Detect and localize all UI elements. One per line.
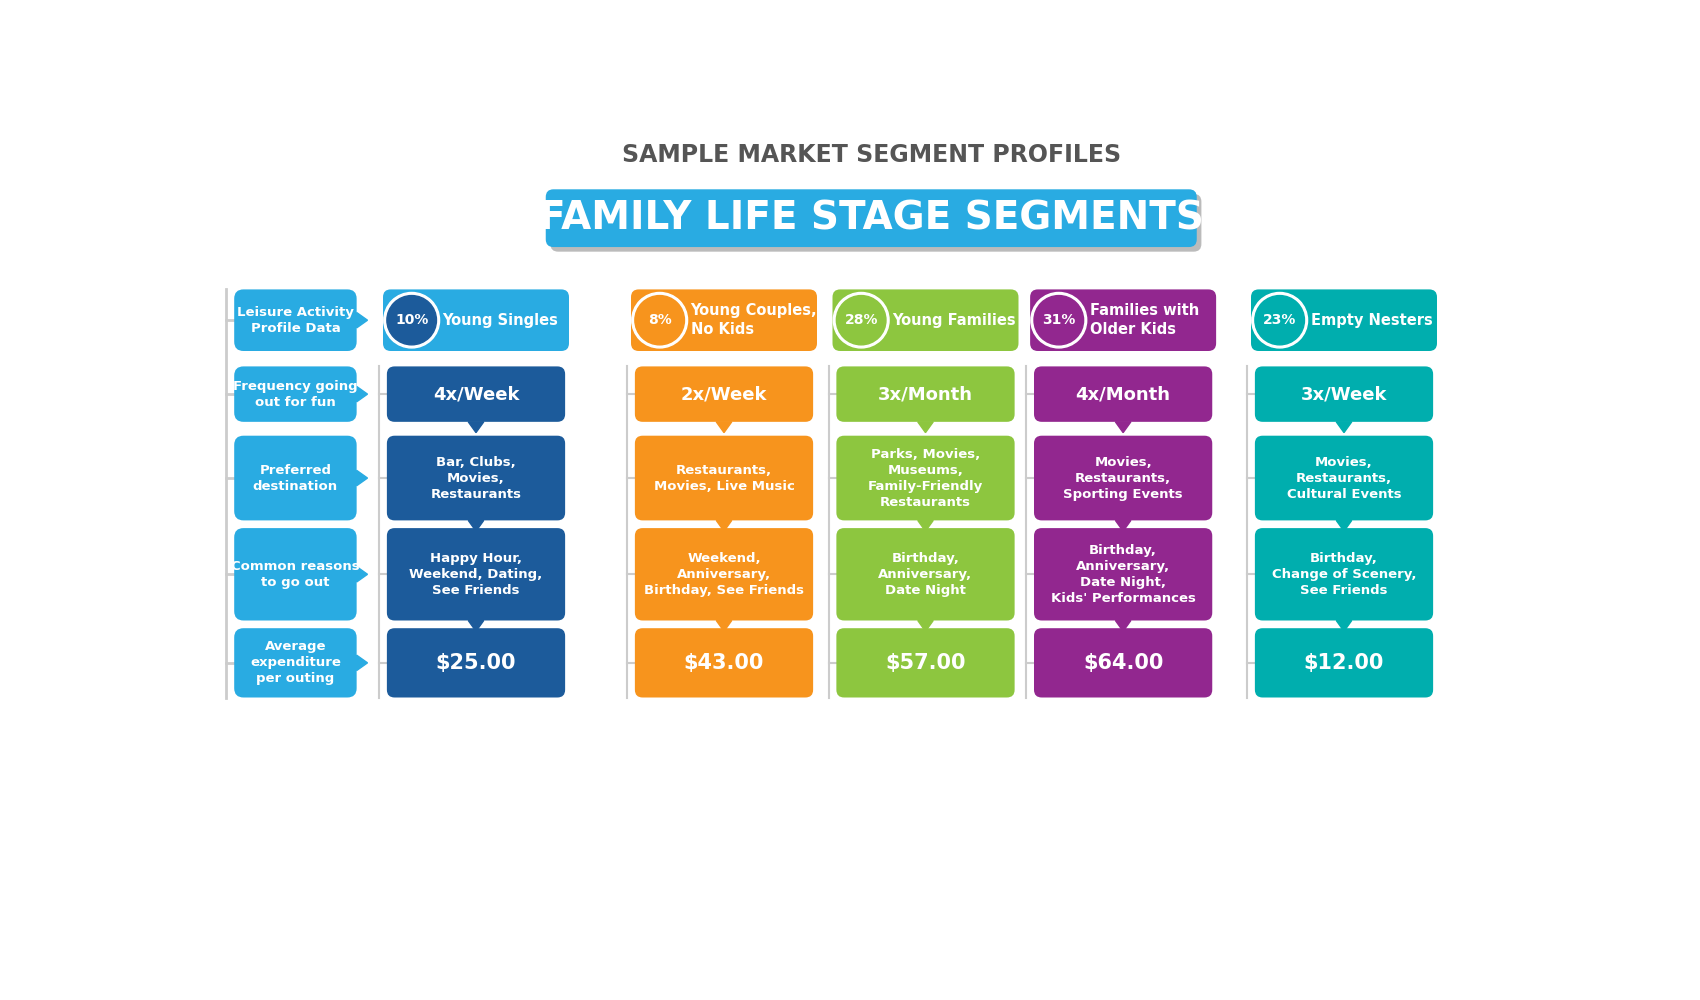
Text: Leisure Activity
Profile Data: Leisure Activity Profile Data <box>236 306 354 335</box>
Text: Parks, Movies,
Museums,
Family-Friendly
Restaurants: Parks, Movies, Museums, Family-Friendly … <box>869 448 983 509</box>
Polygon shape <box>1336 520 1352 531</box>
FancyBboxPatch shape <box>631 289 818 351</box>
Circle shape <box>836 296 886 345</box>
FancyBboxPatch shape <box>833 289 1018 351</box>
Text: Common reasons
to go out: Common reasons to go out <box>231 560 360 589</box>
Circle shape <box>1251 292 1307 348</box>
FancyBboxPatch shape <box>836 628 1015 698</box>
FancyBboxPatch shape <box>1255 436 1433 520</box>
Polygon shape <box>1336 620 1352 631</box>
Polygon shape <box>918 422 933 433</box>
Circle shape <box>384 292 440 348</box>
FancyBboxPatch shape <box>1030 289 1216 351</box>
Polygon shape <box>357 386 367 402</box>
Text: Happy Hour,
Weekend, Dating,
See Friends: Happy Hour, Weekend, Dating, See Friends <box>410 552 542 597</box>
FancyBboxPatch shape <box>1251 289 1436 351</box>
Text: Young Singles: Young Singles <box>442 313 559 328</box>
FancyBboxPatch shape <box>836 366 1015 422</box>
FancyBboxPatch shape <box>388 366 564 422</box>
Text: Weekend,
Anniversary,
Birthday, See Friends: Weekend, Anniversary, Birthday, See Frie… <box>644 552 804 597</box>
FancyBboxPatch shape <box>836 436 1015 520</box>
FancyBboxPatch shape <box>634 628 813 698</box>
Circle shape <box>632 292 687 348</box>
Text: $43.00: $43.00 <box>683 653 765 673</box>
Text: Young Families: Young Families <box>892 313 1017 328</box>
FancyBboxPatch shape <box>1034 366 1212 422</box>
Text: 8%: 8% <box>648 313 672 327</box>
Polygon shape <box>468 520 484 531</box>
Text: Movies,
Restaurants,
Sporting Events: Movies, Restaurants, Sporting Events <box>1062 456 1183 501</box>
Polygon shape <box>1115 422 1130 433</box>
FancyBboxPatch shape <box>235 436 357 520</box>
Polygon shape <box>918 520 933 531</box>
Text: Movies,
Restaurants,
Cultural Events: Movies, Restaurants, Cultural Events <box>1287 456 1401 501</box>
Polygon shape <box>716 422 731 433</box>
Text: Restaurants,
Movies, Live Music: Restaurants, Movies, Live Music <box>653 464 794 493</box>
Polygon shape <box>1115 520 1130 531</box>
FancyBboxPatch shape <box>546 189 1197 247</box>
Circle shape <box>1255 296 1304 345</box>
FancyBboxPatch shape <box>634 436 813 520</box>
Text: Birthday,
Anniversary,
Date Night,
Kids' Performances: Birthday, Anniversary, Date Night, Kids'… <box>1051 544 1195 605</box>
Polygon shape <box>716 620 731 631</box>
Text: Preferred
destination: Preferred destination <box>253 464 338 493</box>
FancyBboxPatch shape <box>1034 628 1212 698</box>
Polygon shape <box>468 422 484 433</box>
Text: 3x/Week: 3x/Week <box>1300 385 1387 403</box>
FancyBboxPatch shape <box>1034 436 1212 520</box>
Text: SAMPLE MARKET SEGMENT PROFILES: SAMPLE MARKET SEGMENT PROFILES <box>622 143 1120 167</box>
Polygon shape <box>357 567 367 582</box>
Text: $25.00: $25.00 <box>435 653 517 673</box>
Text: Average
expenditure
per outing: Average expenditure per outing <box>250 640 342 685</box>
Polygon shape <box>1115 620 1130 631</box>
Circle shape <box>388 296 437 345</box>
Text: 23%: 23% <box>1263 313 1297 327</box>
FancyBboxPatch shape <box>382 289 570 351</box>
Polygon shape <box>468 620 484 631</box>
Text: 10%: 10% <box>394 313 428 327</box>
FancyBboxPatch shape <box>235 628 357 698</box>
Polygon shape <box>918 620 933 631</box>
Text: $57.00: $57.00 <box>886 653 966 673</box>
FancyBboxPatch shape <box>235 366 357 422</box>
Text: Birthday,
Change of Scenery,
See Friends: Birthday, Change of Scenery, See Friends <box>1272 552 1416 597</box>
FancyBboxPatch shape <box>1255 628 1433 698</box>
Text: 4x/Month: 4x/Month <box>1076 385 1171 403</box>
FancyBboxPatch shape <box>551 194 1202 252</box>
Polygon shape <box>357 312 367 328</box>
Text: $64.00: $64.00 <box>1083 653 1163 673</box>
Polygon shape <box>1336 422 1352 433</box>
Text: Families with
Older Kids: Families with Older Kids <box>1090 303 1198 337</box>
Polygon shape <box>357 470 367 486</box>
Text: $12.00: $12.00 <box>1304 653 1384 673</box>
Text: Bar, Clubs,
Movies,
Restaurants: Bar, Clubs, Movies, Restaurants <box>430 456 522 501</box>
FancyBboxPatch shape <box>1255 528 1433 620</box>
FancyBboxPatch shape <box>388 436 564 520</box>
FancyBboxPatch shape <box>1255 366 1433 422</box>
Text: 2x/Week: 2x/Week <box>680 385 767 403</box>
Polygon shape <box>716 520 731 531</box>
FancyBboxPatch shape <box>235 528 357 620</box>
Text: 28%: 28% <box>845 313 877 327</box>
FancyBboxPatch shape <box>634 528 813 620</box>
FancyBboxPatch shape <box>634 366 813 422</box>
Circle shape <box>1030 292 1086 348</box>
FancyBboxPatch shape <box>235 289 357 351</box>
Circle shape <box>833 292 889 348</box>
Circle shape <box>634 296 685 345</box>
Text: Young Couples,
No Kids: Young Couples, No Kids <box>690 303 818 337</box>
FancyBboxPatch shape <box>388 528 564 620</box>
Text: 3x/Month: 3x/Month <box>877 385 972 403</box>
Text: Birthday,
Anniversary,
Date Night: Birthday, Anniversary, Date Night <box>879 552 972 597</box>
Text: 31%: 31% <box>1042 313 1076 327</box>
Text: Empty Nesters: Empty Nesters <box>1311 313 1433 328</box>
Text: Frequency going
out for fun: Frequency going out for fun <box>233 380 357 409</box>
FancyBboxPatch shape <box>836 528 1015 620</box>
Polygon shape <box>357 655 367 671</box>
Text: FAMILY LIFE STAGE SEGMENTS: FAMILY LIFE STAGE SEGMENTS <box>539 199 1204 237</box>
Text: 4x/Week: 4x/Week <box>434 385 518 403</box>
FancyBboxPatch shape <box>388 628 564 698</box>
FancyBboxPatch shape <box>1034 528 1212 620</box>
Circle shape <box>1034 296 1083 345</box>
